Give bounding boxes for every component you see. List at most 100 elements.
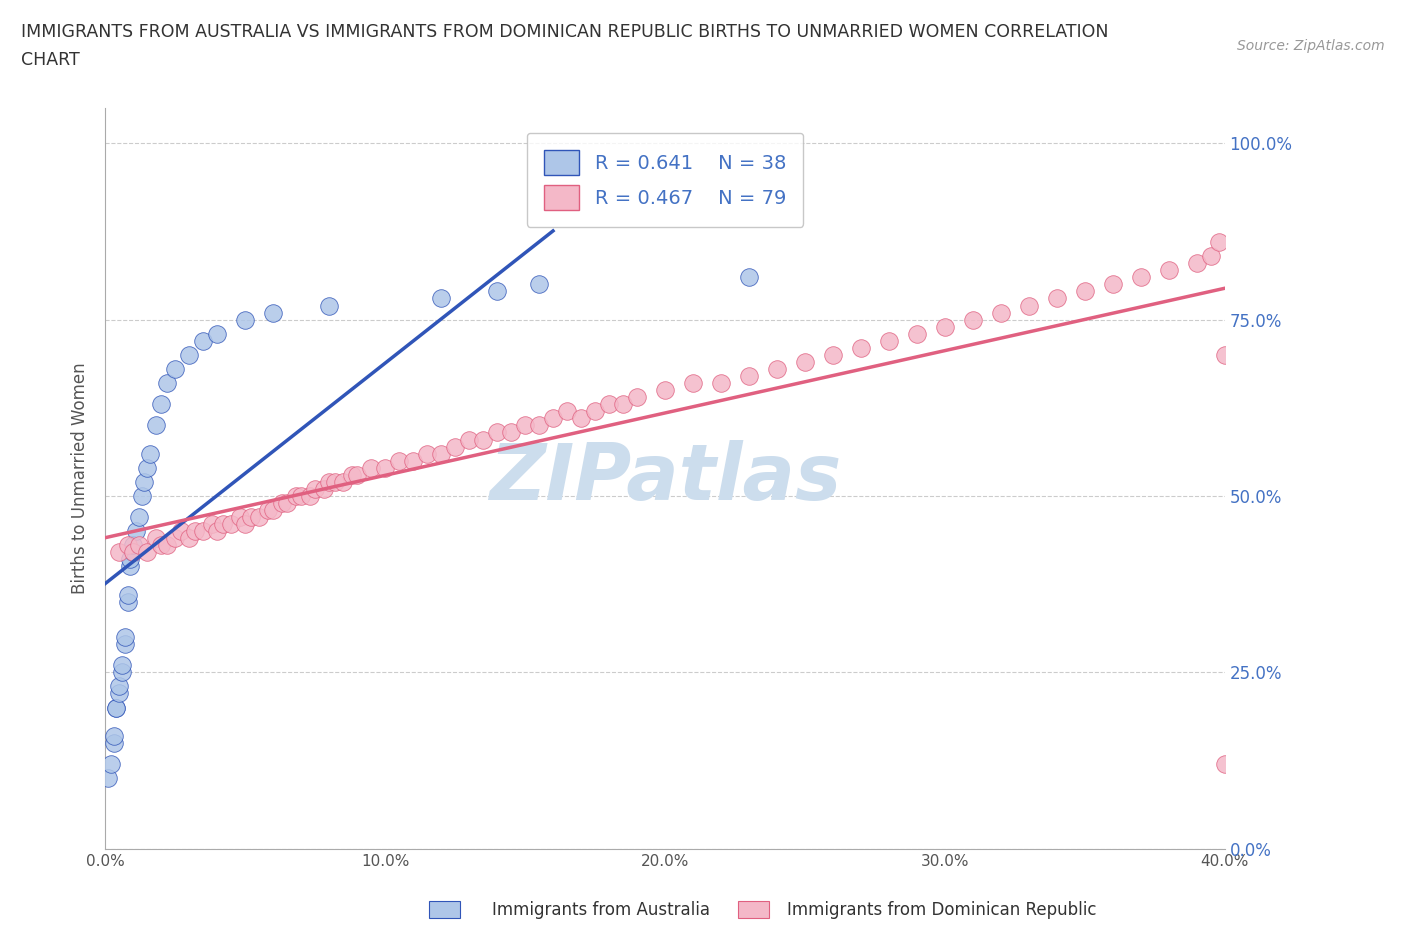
Point xyxy=(430,446,453,461)
Point xyxy=(120,552,142,567)
Point xyxy=(276,496,298,511)
Point xyxy=(256,502,278,517)
Point xyxy=(710,376,733,391)
Text: ZIPatlas: ZIPatlas xyxy=(489,440,841,516)
Point xyxy=(583,404,606,418)
Point xyxy=(1129,270,1152,285)
Point xyxy=(766,362,789,377)
Point xyxy=(849,340,872,355)
Point xyxy=(555,404,578,418)
Point xyxy=(239,510,262,525)
Point xyxy=(105,700,128,715)
Point xyxy=(486,425,509,440)
Point xyxy=(270,496,292,511)
Point xyxy=(905,326,928,341)
Point xyxy=(114,630,136,644)
Point xyxy=(122,545,145,560)
Point xyxy=(1199,248,1222,263)
Point xyxy=(1157,263,1180,278)
Point xyxy=(179,531,201,546)
Point xyxy=(136,545,159,560)
Point xyxy=(284,488,307,503)
Point xyxy=(682,376,704,391)
Point xyxy=(105,700,128,715)
Text: Immigrants from Australia: Immigrants from Australia xyxy=(492,900,710,919)
Point xyxy=(1213,756,1236,771)
Point xyxy=(416,446,439,461)
Point xyxy=(193,333,215,348)
Point xyxy=(962,312,984,327)
Point xyxy=(1018,298,1040,312)
Point xyxy=(228,510,250,525)
Point xyxy=(111,665,134,680)
Point xyxy=(340,468,363,483)
Point xyxy=(458,432,481,447)
Point xyxy=(430,291,453,306)
Point xyxy=(156,538,179,552)
Point xyxy=(136,460,159,475)
Point xyxy=(374,460,396,475)
Point xyxy=(1213,348,1236,363)
Point xyxy=(150,397,173,412)
Point xyxy=(150,538,173,552)
Point xyxy=(1101,277,1123,292)
Point xyxy=(156,376,179,391)
Point xyxy=(200,517,222,532)
Point xyxy=(108,679,131,694)
Point xyxy=(205,524,228,538)
Point xyxy=(513,418,536,432)
Point xyxy=(402,453,425,468)
Point xyxy=(120,559,142,574)
Point xyxy=(360,460,382,475)
Point xyxy=(821,348,844,363)
Point xyxy=(569,411,592,426)
Point xyxy=(145,418,167,432)
Point xyxy=(598,397,620,412)
Point xyxy=(444,439,467,454)
Point xyxy=(1185,256,1208,271)
Point xyxy=(793,354,815,369)
Point xyxy=(179,348,201,363)
Point xyxy=(125,524,148,538)
Text: CHART: CHART xyxy=(21,51,80,69)
Point xyxy=(170,524,193,538)
Point xyxy=(738,270,761,285)
Y-axis label: Births to Unmarried Women: Births to Unmarried Women xyxy=(72,363,89,594)
Point xyxy=(262,502,284,517)
Point xyxy=(527,277,550,292)
Point xyxy=(114,637,136,652)
Point xyxy=(97,771,120,786)
Point xyxy=(134,474,156,489)
Point xyxy=(111,658,134,672)
Point xyxy=(626,390,648,405)
Point xyxy=(486,284,509,299)
Point xyxy=(233,312,256,327)
Point xyxy=(247,510,270,525)
Point xyxy=(541,411,564,426)
Point xyxy=(122,538,145,552)
Text: IMMIGRANTS FROM AUSTRALIA VS IMMIGRANTS FROM DOMINICAN REPUBLIC BIRTHS TO UNMARR: IMMIGRANTS FROM AUSTRALIA VS IMMIGRANTS … xyxy=(21,23,1108,41)
Point xyxy=(139,446,162,461)
Point xyxy=(527,418,550,432)
Point xyxy=(312,482,335,497)
Text: Immigrants from Dominican Republic: Immigrants from Dominican Republic xyxy=(787,900,1097,919)
Point xyxy=(233,517,256,532)
Point xyxy=(165,362,187,377)
Point xyxy=(318,298,340,312)
Point xyxy=(346,468,368,483)
Point xyxy=(290,488,312,503)
Point xyxy=(318,474,340,489)
Point xyxy=(298,488,321,503)
Point xyxy=(184,524,207,538)
Point xyxy=(934,319,956,334)
Point xyxy=(1074,284,1097,299)
Point xyxy=(1208,234,1230,249)
Point xyxy=(304,482,326,497)
Point xyxy=(122,545,145,560)
Point xyxy=(211,517,233,532)
Point xyxy=(128,510,150,525)
Point xyxy=(332,474,354,489)
Point xyxy=(117,594,139,609)
Point xyxy=(472,432,495,447)
Point xyxy=(205,326,228,341)
